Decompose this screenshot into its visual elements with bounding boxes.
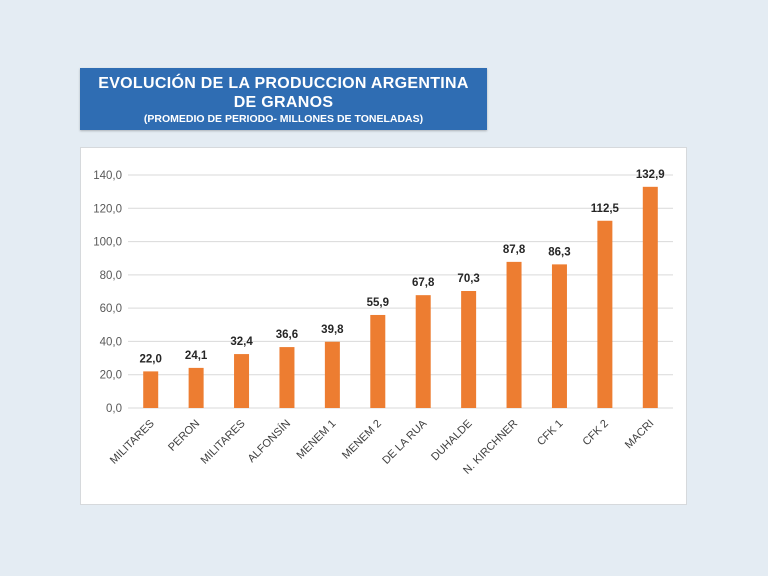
y-tick-label: 60,0 [100, 303, 122, 315]
chart-title-line-2: DE GRANOS [233, 94, 334, 111]
data-label: 86,3 [548, 246, 570, 258]
data-label: 55,9 [367, 297, 389, 309]
x-tick-label: MILITARES [108, 418, 157, 467]
y-tick-label: 40,0 [100, 336, 122, 348]
bar [551, 264, 567, 408]
data-label: 36,6 [276, 329, 298, 341]
bar [461, 291, 477, 408]
data-label: 70,3 [457, 273, 479, 285]
x-tick-label: MACRI [623, 418, 657, 452]
x-tick-label: MILITARES [199, 418, 248, 467]
bar [597, 220, 613, 408]
data-label: 67,8 [412, 277, 435, 289]
bar [642, 186, 658, 408]
data-label: 39,8 [321, 324, 344, 336]
chart-subtitle: (PROMEDIO DE PERIODO- MILLONES DE TONELA… [143, 113, 424, 125]
x-tick-label: ALFONSÍN [245, 417, 293, 465]
bar [370, 314, 386, 408]
x-tick-label: PERON [166, 418, 202, 454]
bar [188, 367, 204, 408]
data-label: 132,9 [636, 169, 665, 181]
y-tick-label: 20,0 [100, 370, 122, 382]
chart-panel: 0,0 20,0 40,0 60,0 80,0 100,0 120,0 140,0 22,0 MI… [80, 147, 687, 505]
x-tick-label: MENEM 1 [295, 418, 339, 462]
y-tick-label: 140,0 [93, 170, 122, 182]
chart-title-line-1: EVOLUCIÓN DE LA PRODUCCION ARGENTINA [98, 75, 469, 92]
x-tick-label: CFK 1 [535, 418, 566, 449]
y-tick-label: 80,0 [100, 270, 122, 282]
bar [143, 371, 159, 408]
x-tick-label: DUHALDE [429, 418, 475, 464]
data-label: 112,5 [591, 203, 620, 215]
x-tick-label: CFK 2 [580, 418, 611, 449]
bar [279, 347, 295, 408]
data-label: 87,8 [503, 244, 526, 256]
data-label: 32,4 [230, 336, 253, 348]
y-tick-label: 120,0 [93, 203, 122, 215]
x-tick-label: MENEM 2 [340, 418, 384, 462]
data-label: 24,1 [185, 350, 208, 362]
y-tick-label: 100,0 [93, 237, 122, 249]
bar [324, 341, 340, 408]
bar [415, 295, 431, 408]
bar [234, 354, 250, 408]
data-label: 22,0 [140, 353, 162, 365]
x-tick-label: DE LA RUA [380, 417, 430, 467]
y-tick-label: 0,0 [106, 403, 122, 415]
bar [506, 261, 522, 408]
bar-chart: 0,0 20,0 40,0 60,0 80,0 100,0 120,0 140,0 22,0 MI… [93, 169, 673, 477]
chart-title-box: EVOLUCIÓN DE LA PRODUCCION ARGENTINA DE … [80, 68, 487, 130]
